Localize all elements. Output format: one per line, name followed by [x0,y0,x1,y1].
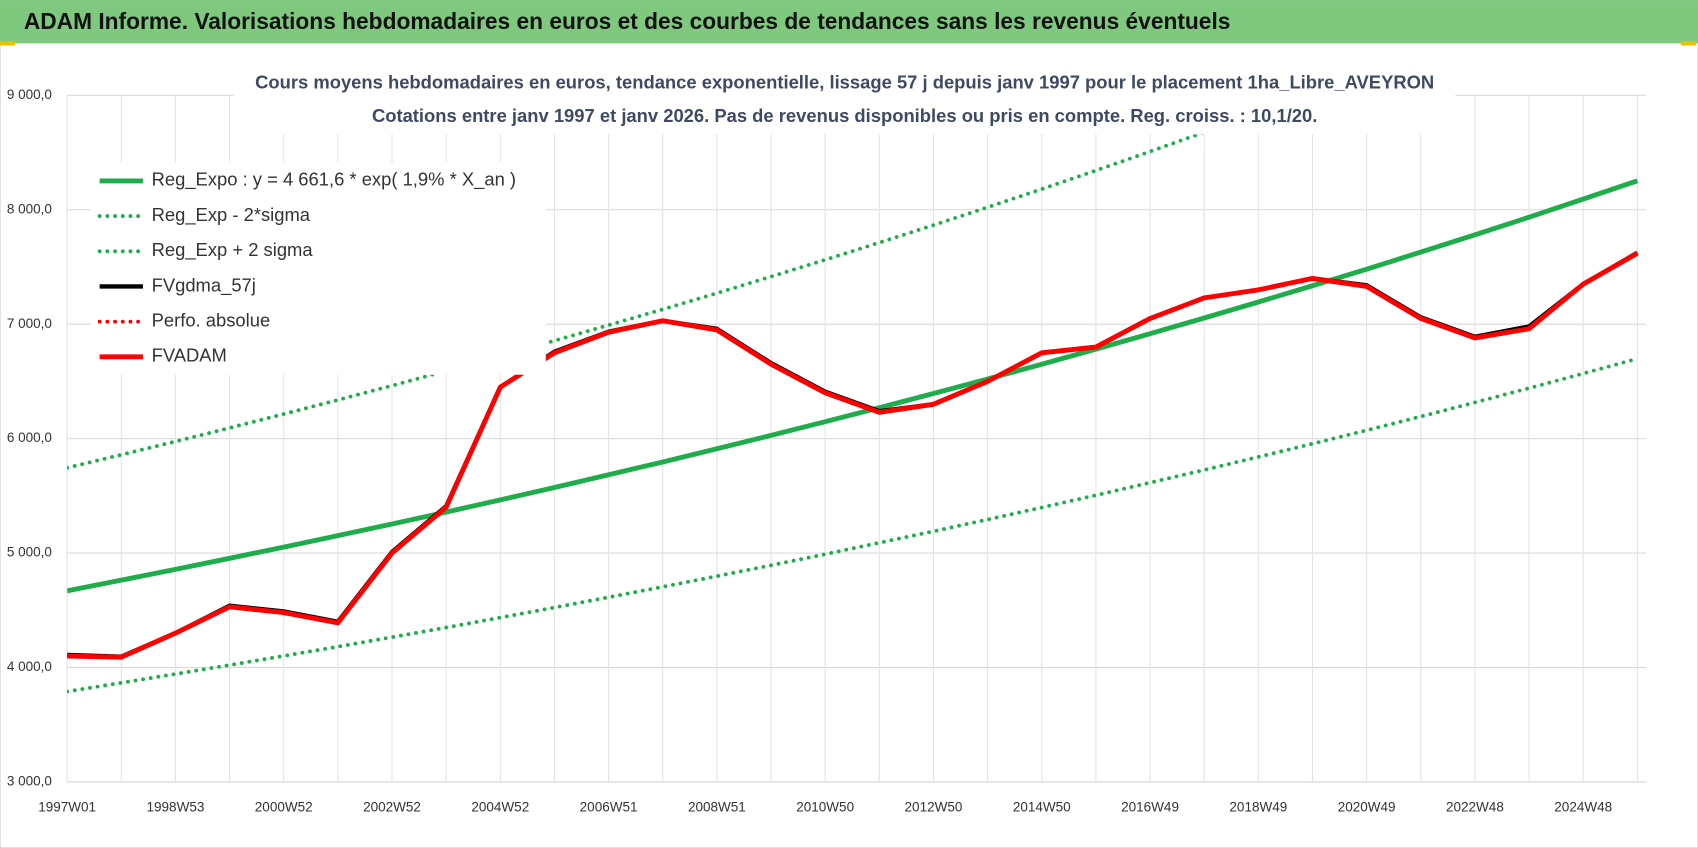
series-line [67,251,1639,660]
series-line [67,356,1640,694]
x-tick-label: 2016W49 [1121,799,1179,814]
legend-box [90,162,546,375]
x-tick-label: 2002W52 [363,799,421,814]
chart-subtitle: Cotations entre janv 1997 et janv 2026. … [372,105,1317,126]
overlay: Cours moyens hebdomadaires en euros, ten… [90,67,1456,375]
x-tick-label: 2020W49 [1338,799,1396,814]
y-tick-label: 9 000,0 [7,87,52,102]
legend-label: Reg_Expo : y = 4 661,6 * exp( 1,9% * X_a… [152,169,516,191]
series-line [67,95,1311,470]
x-tick-label: 1998W53 [147,799,205,814]
x-tick-label: 2004W52 [471,799,529,814]
y-tick-label: 3 000,0 [7,773,52,788]
series-line [67,178,1639,594]
legend-label: Reg_Exp - 2*sigma [152,204,311,226]
x-tick-label: 2008W51 [688,799,746,814]
y-tick-label: 4 000,0 [7,659,52,674]
corner-mark [1680,41,1696,46]
x-tick-label: 2010W50 [796,799,854,814]
legend-label: Reg_Exp + 2 sigma [152,239,314,261]
y-tick-label: 8 000,0 [7,201,52,216]
legend-label: Perfo. absolue [152,310,271,331]
legend-label: FVADAM [152,345,227,366]
x-tick-label: 2014W50 [1013,799,1071,814]
title-box [233,67,1456,135]
x-tick-label: 2000W52 [255,799,313,814]
header-bar [0,0,1698,44]
y-tick-label: 7 000,0 [7,316,52,331]
x-tick-label: 1997W01 [38,799,96,814]
x-tick-label: 2018W49 [1229,799,1287,814]
y-tick-label: 5 000,0 [7,545,52,560]
x-tick-label: 2012W50 [905,799,963,814]
x-tick-label: 2006W51 [580,799,638,814]
y-tick-label: 6 000,0 [7,430,52,445]
header-title: ADAM Informe. Valorisations hebdomadaire… [24,8,1231,34]
corner-mark [0,41,16,46]
x-tick-label: 2022W48 [1446,799,1504,814]
series [67,95,1640,694]
x-tick-label: 2024W48 [1554,799,1612,814]
chart-title: Cours moyens hebdomadaires en euros, ten… [255,71,1434,92]
legend-label: FVgdma_57j [152,274,256,296]
